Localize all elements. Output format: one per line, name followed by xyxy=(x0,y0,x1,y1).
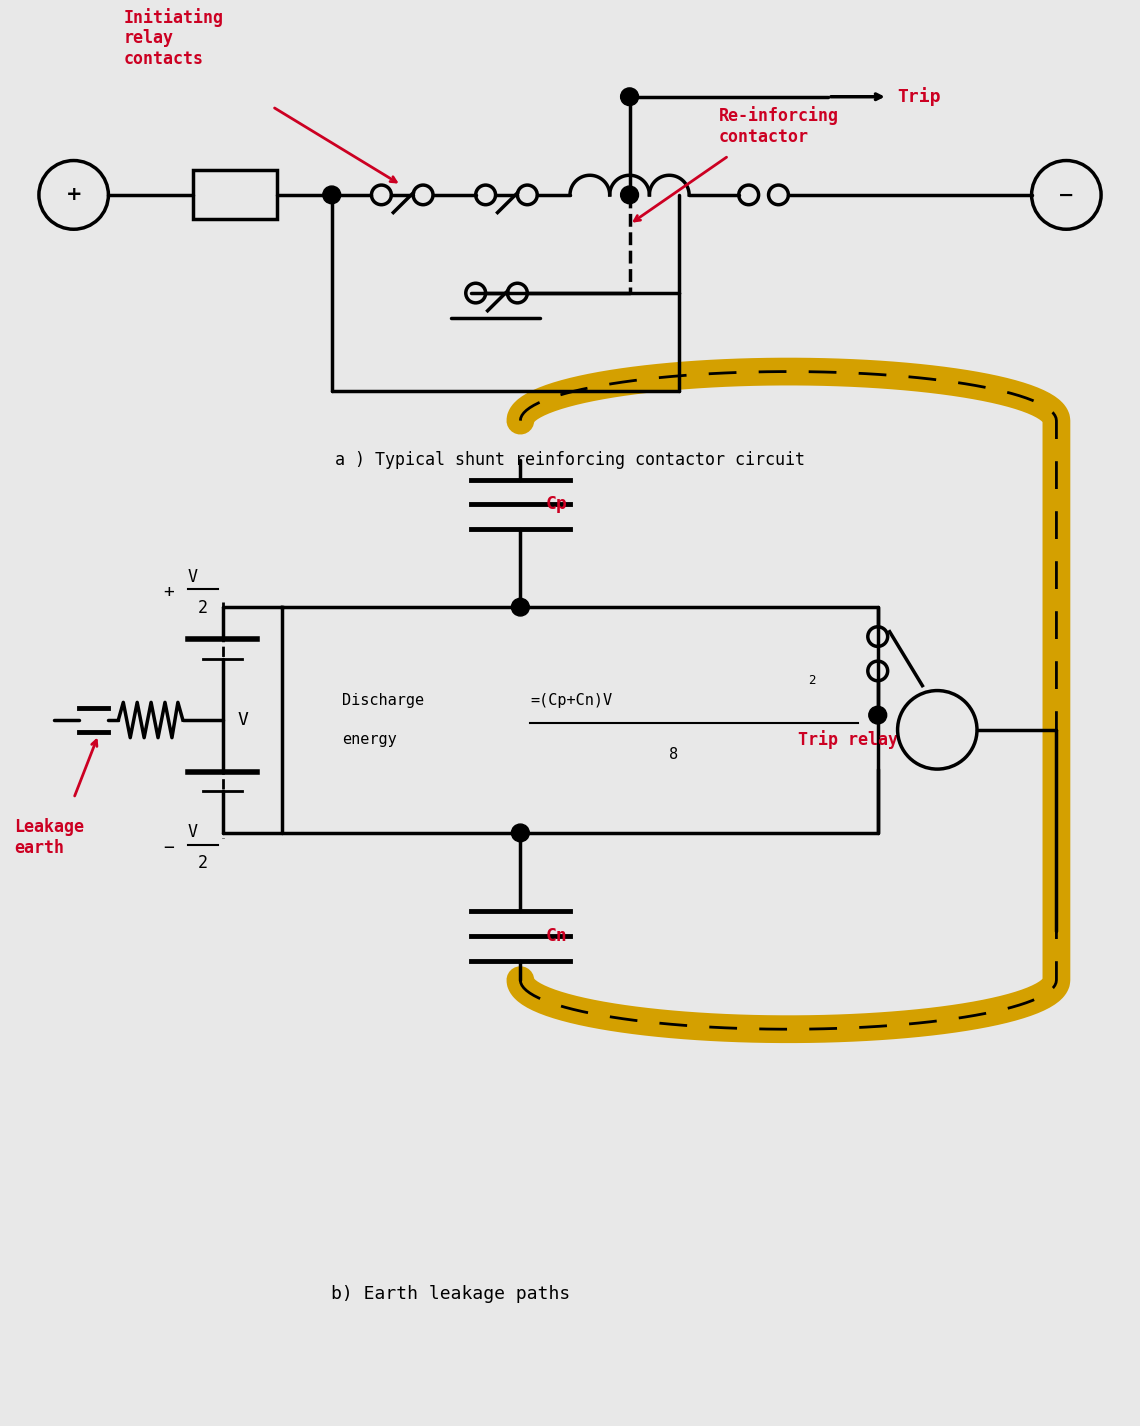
Text: 8: 8 xyxy=(669,747,678,761)
Circle shape xyxy=(869,706,887,724)
Text: +: + xyxy=(163,583,174,602)
Text: Initiating
relay
contacts: Initiating relay contacts xyxy=(123,7,223,68)
Text: Re-inforcing
contactor: Re-inforcing contactor xyxy=(719,107,839,145)
Text: =(Cp+Cn)V: =(Cp+Cn)V xyxy=(530,693,612,707)
Text: energy: energy xyxy=(342,732,397,747)
Text: Cp: Cp xyxy=(545,495,567,513)
Circle shape xyxy=(512,599,529,616)
Text: Trip: Trip xyxy=(897,87,942,106)
Text: V: V xyxy=(237,712,249,729)
Circle shape xyxy=(620,88,638,106)
Text: −: − xyxy=(1058,185,1075,204)
Text: V: V xyxy=(188,823,198,841)
Text: 2: 2 xyxy=(808,674,816,687)
Text: b) Earth leakage paths: b) Earth leakage paths xyxy=(332,1285,570,1303)
FancyBboxPatch shape xyxy=(193,170,277,220)
Text: 2: 2 xyxy=(197,854,207,873)
Circle shape xyxy=(620,185,638,204)
Text: Trip relay: Trip relay xyxy=(798,730,898,749)
Circle shape xyxy=(323,185,341,204)
Text: −: − xyxy=(163,838,174,857)
Text: Cn: Cn xyxy=(545,927,567,945)
Text: a ) Typical shunt reinforcing contactor circuit: a ) Typical shunt reinforcing contactor … xyxy=(335,451,805,469)
Text: +: + xyxy=(65,185,82,204)
Text: Leakage
earth: Leakage earth xyxy=(14,819,84,857)
Text: V: V xyxy=(188,568,198,586)
Text: Discharge: Discharge xyxy=(342,693,424,707)
Text: 2: 2 xyxy=(197,599,207,617)
Circle shape xyxy=(512,824,529,841)
